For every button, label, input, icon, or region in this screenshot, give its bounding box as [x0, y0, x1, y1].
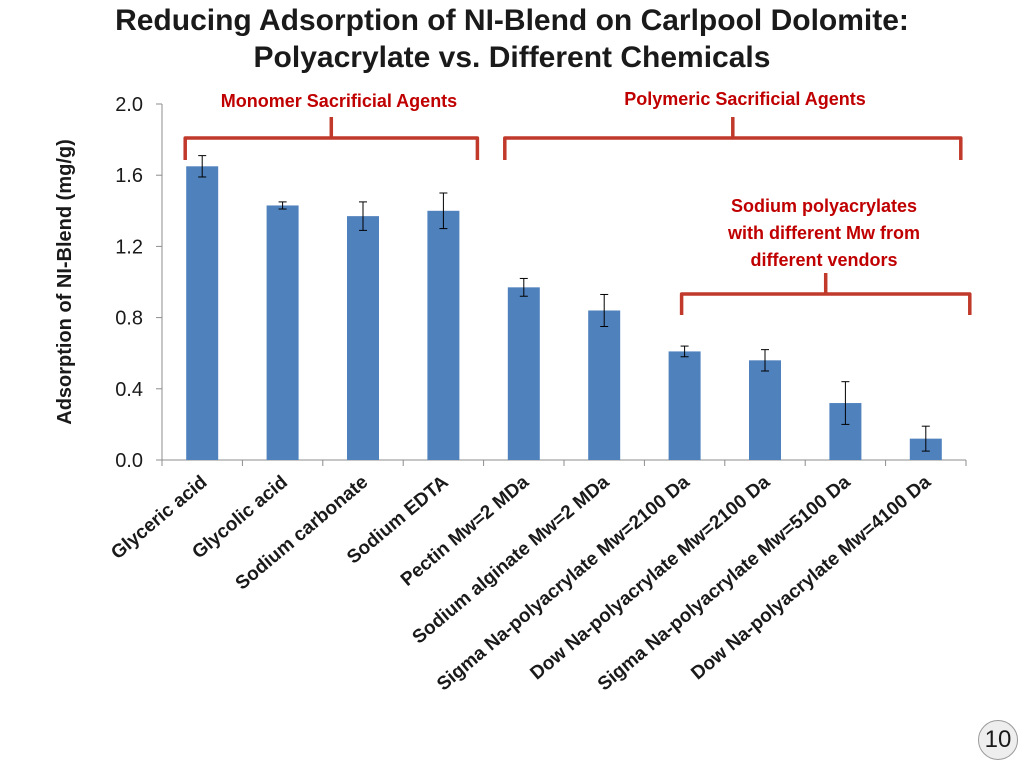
- title-line-1: Reducing Adsorption of NI-Blend on Carlp…: [115, 4, 909, 37]
- polyacrylates-label-line: Sodium polyacrylates: [731, 196, 917, 216]
- monomer-label: Monomer Sacrificial Agents: [221, 91, 457, 111]
- polymeric-label: Polymeric Sacrificial Agents: [624, 89, 865, 109]
- bar-glycolic-acid: [266, 205, 299, 460]
- page-number: 10: [984, 726, 1012, 753]
- polymeric-bracket: [503, 117, 963, 160]
- bar-sigma-na-polyacrylate-mw-2100-da: [668, 351, 701, 460]
- bar-sodium-alginate-mw-2-mda: [588, 310, 621, 460]
- y-tick-label: 0.8: [115, 308, 143, 330]
- y-tick-label: 0.0: [115, 450, 143, 472]
- bar-sodium-edta: [427, 210, 460, 460]
- bar-glyceric-acid: [186, 166, 219, 461]
- slide-title: Reducing Adsorption of NI-Blend on Carlp…: [0, 2, 1024, 76]
- y-tick-label: 2.0: [115, 94, 143, 116]
- polyacrylates-label-line: different vendors: [750, 250, 897, 270]
- bar-pectin-mw-2-mda: [507, 287, 540, 460]
- y-tick-label: 0.4: [115, 379, 143, 401]
- y-tick-label: 1.2: [115, 236, 143, 258]
- y-tick-label: 1.6: [115, 165, 143, 187]
- polyacrylates-label-line: with different Mw from: [727, 223, 920, 243]
- bar-sodium-carbonate: [347, 216, 379, 460]
- polyacrylates-bracket: [679, 273, 972, 315]
- x-tick-label: Sodium carbonate: [232, 472, 372, 595]
- title-line-2: Polyacrylate vs. Different Chemicals: [253, 41, 771, 74]
- monomer-bracket: [183, 117, 480, 160]
- page-number-badge: 10: [978, 720, 1018, 760]
- bar-dow-na-polyacrylate-mw-2100-da: [749, 360, 781, 460]
- y-axis-title: Adsorption of NI-Blend (mg/g): [54, 139, 76, 425]
